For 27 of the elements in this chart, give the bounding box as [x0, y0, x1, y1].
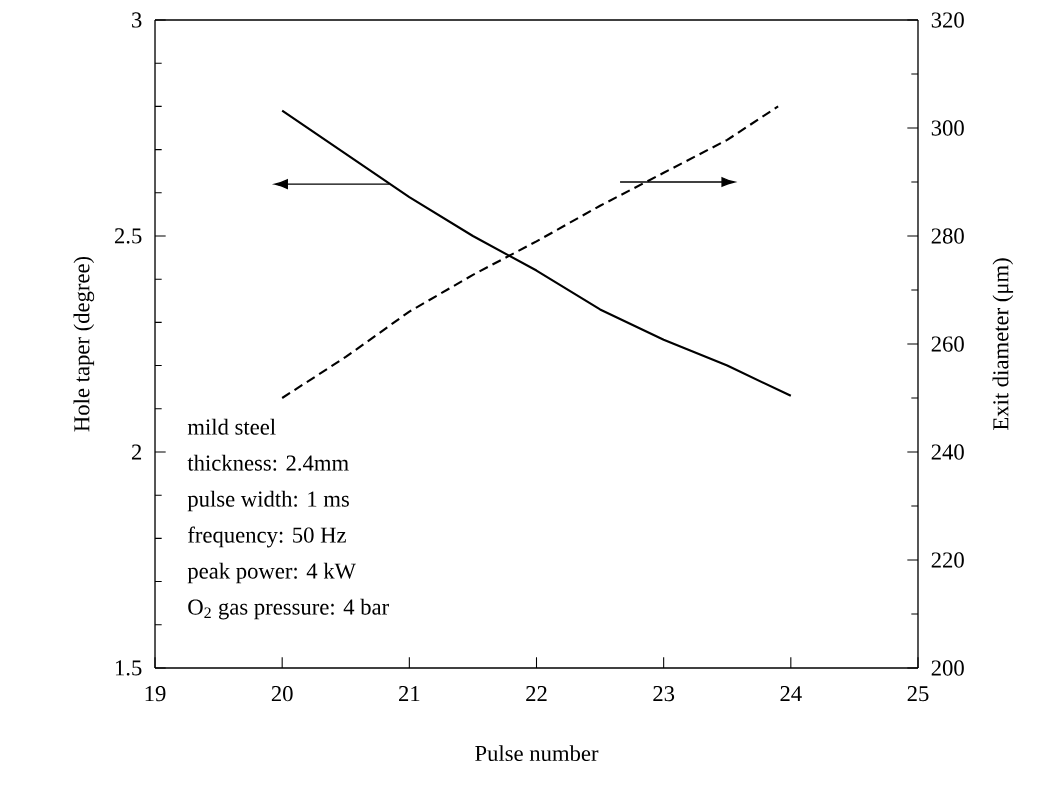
x-tick-label: 23 — [653, 686, 675, 702]
y2-axis-title: Exit diameter (μm) — [992, 258, 1014, 430]
y-tick-label: 1.5 — [115, 660, 142, 676]
annotation: peak power: 4 kW — [187, 562, 356, 584]
annotation: O$_{2}$ gas pressure: 4 bar — [188, 598, 389, 620]
x-tick-label: 25 — [907, 686, 929, 702]
x-tick-label: 19 — [145, 686, 166, 702]
y-axis-title: Hole taper (degree) — [73, 256, 95, 432]
x-tick-label: 24 — [780, 686, 802, 702]
x-tick-label: 21 — [399, 686, 420, 702]
y2-tick-label: 200 — [931, 660, 964, 676]
annotation: mild steel — [187, 418, 276, 435]
x-tick-label: 22 — [526, 686, 547, 702]
x-axis-title: Pulse number — [475, 745, 599, 762]
y2-tick-label: 240 — [931, 444, 964, 460]
y2-tick-label: 320 — [931, 12, 964, 28]
annotation: frequency: 50 Hz — [188, 526, 346, 548]
y2-tick-label: 260 — [931, 336, 964, 352]
x-tick-label: 20 — [271, 686, 293, 702]
y-tick-label: 2.5 — [114, 228, 142, 244]
annotation: thickness: 2.4mm — [187, 454, 349, 471]
y-tick-label: 2 — [131, 444, 142, 460]
y2-tick-label: 280 — [931, 228, 964, 244]
y2-tick-label: 220 — [931, 552, 964, 568]
annotation: pulse width: 1 ms — [187, 490, 349, 512]
y2-tick-label: 300 — [931, 120, 964, 136]
y-tick-label: 3 — [132, 12, 142, 28]
